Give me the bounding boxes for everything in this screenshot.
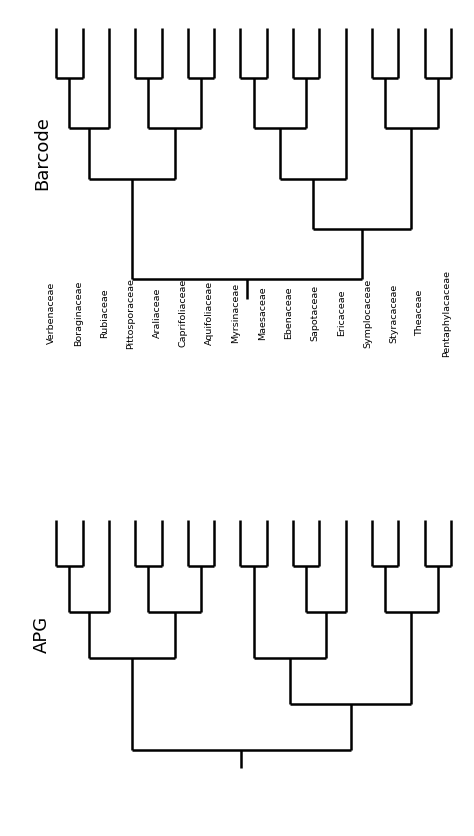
- Text: Boraginaceae: Boraginaceae: [73, 281, 82, 346]
- Text: Aquifoliaceae: Aquifoliaceae: [205, 281, 214, 345]
- Text: Maesaceae: Maesaceae: [258, 287, 267, 340]
- Text: Caprifoliaceae: Caprifoliaceae: [179, 279, 188, 348]
- Text: Verbenaceae: Verbenaceae: [47, 282, 56, 344]
- Text: Ebenaceae: Ebenaceae: [284, 287, 293, 339]
- Text: Theaceae: Theaceae: [416, 290, 425, 336]
- Text: Pentaphylacaceae: Pentaphylacaceae: [442, 270, 451, 357]
- Text: Symplocaceae: Symplocaceae: [363, 278, 372, 348]
- Text: APG: APG: [33, 616, 51, 653]
- Text: Pittosporaceae: Pittosporaceae: [126, 278, 135, 349]
- Text: Myrsinaceae: Myrsinaceae: [231, 283, 240, 344]
- Text: Ericaceae: Ericaceae: [337, 290, 346, 337]
- Text: Araliaceae: Araliaceae: [153, 288, 162, 339]
- Text: Sapotaceae: Sapotaceae: [310, 285, 319, 341]
- Text: Barcode: Barcode: [33, 116, 51, 191]
- Text: Rubiaceae: Rubiaceae: [100, 288, 109, 338]
- Text: Styracaceae: Styracaceae: [389, 283, 398, 343]
